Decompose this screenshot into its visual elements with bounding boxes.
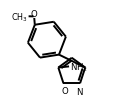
Text: N: N <box>76 87 83 96</box>
Text: CH$_3$: CH$_3$ <box>11 11 28 23</box>
Text: NH$_2$: NH$_2$ <box>70 61 88 73</box>
Text: O: O <box>31 9 38 18</box>
Text: O: O <box>62 87 69 96</box>
